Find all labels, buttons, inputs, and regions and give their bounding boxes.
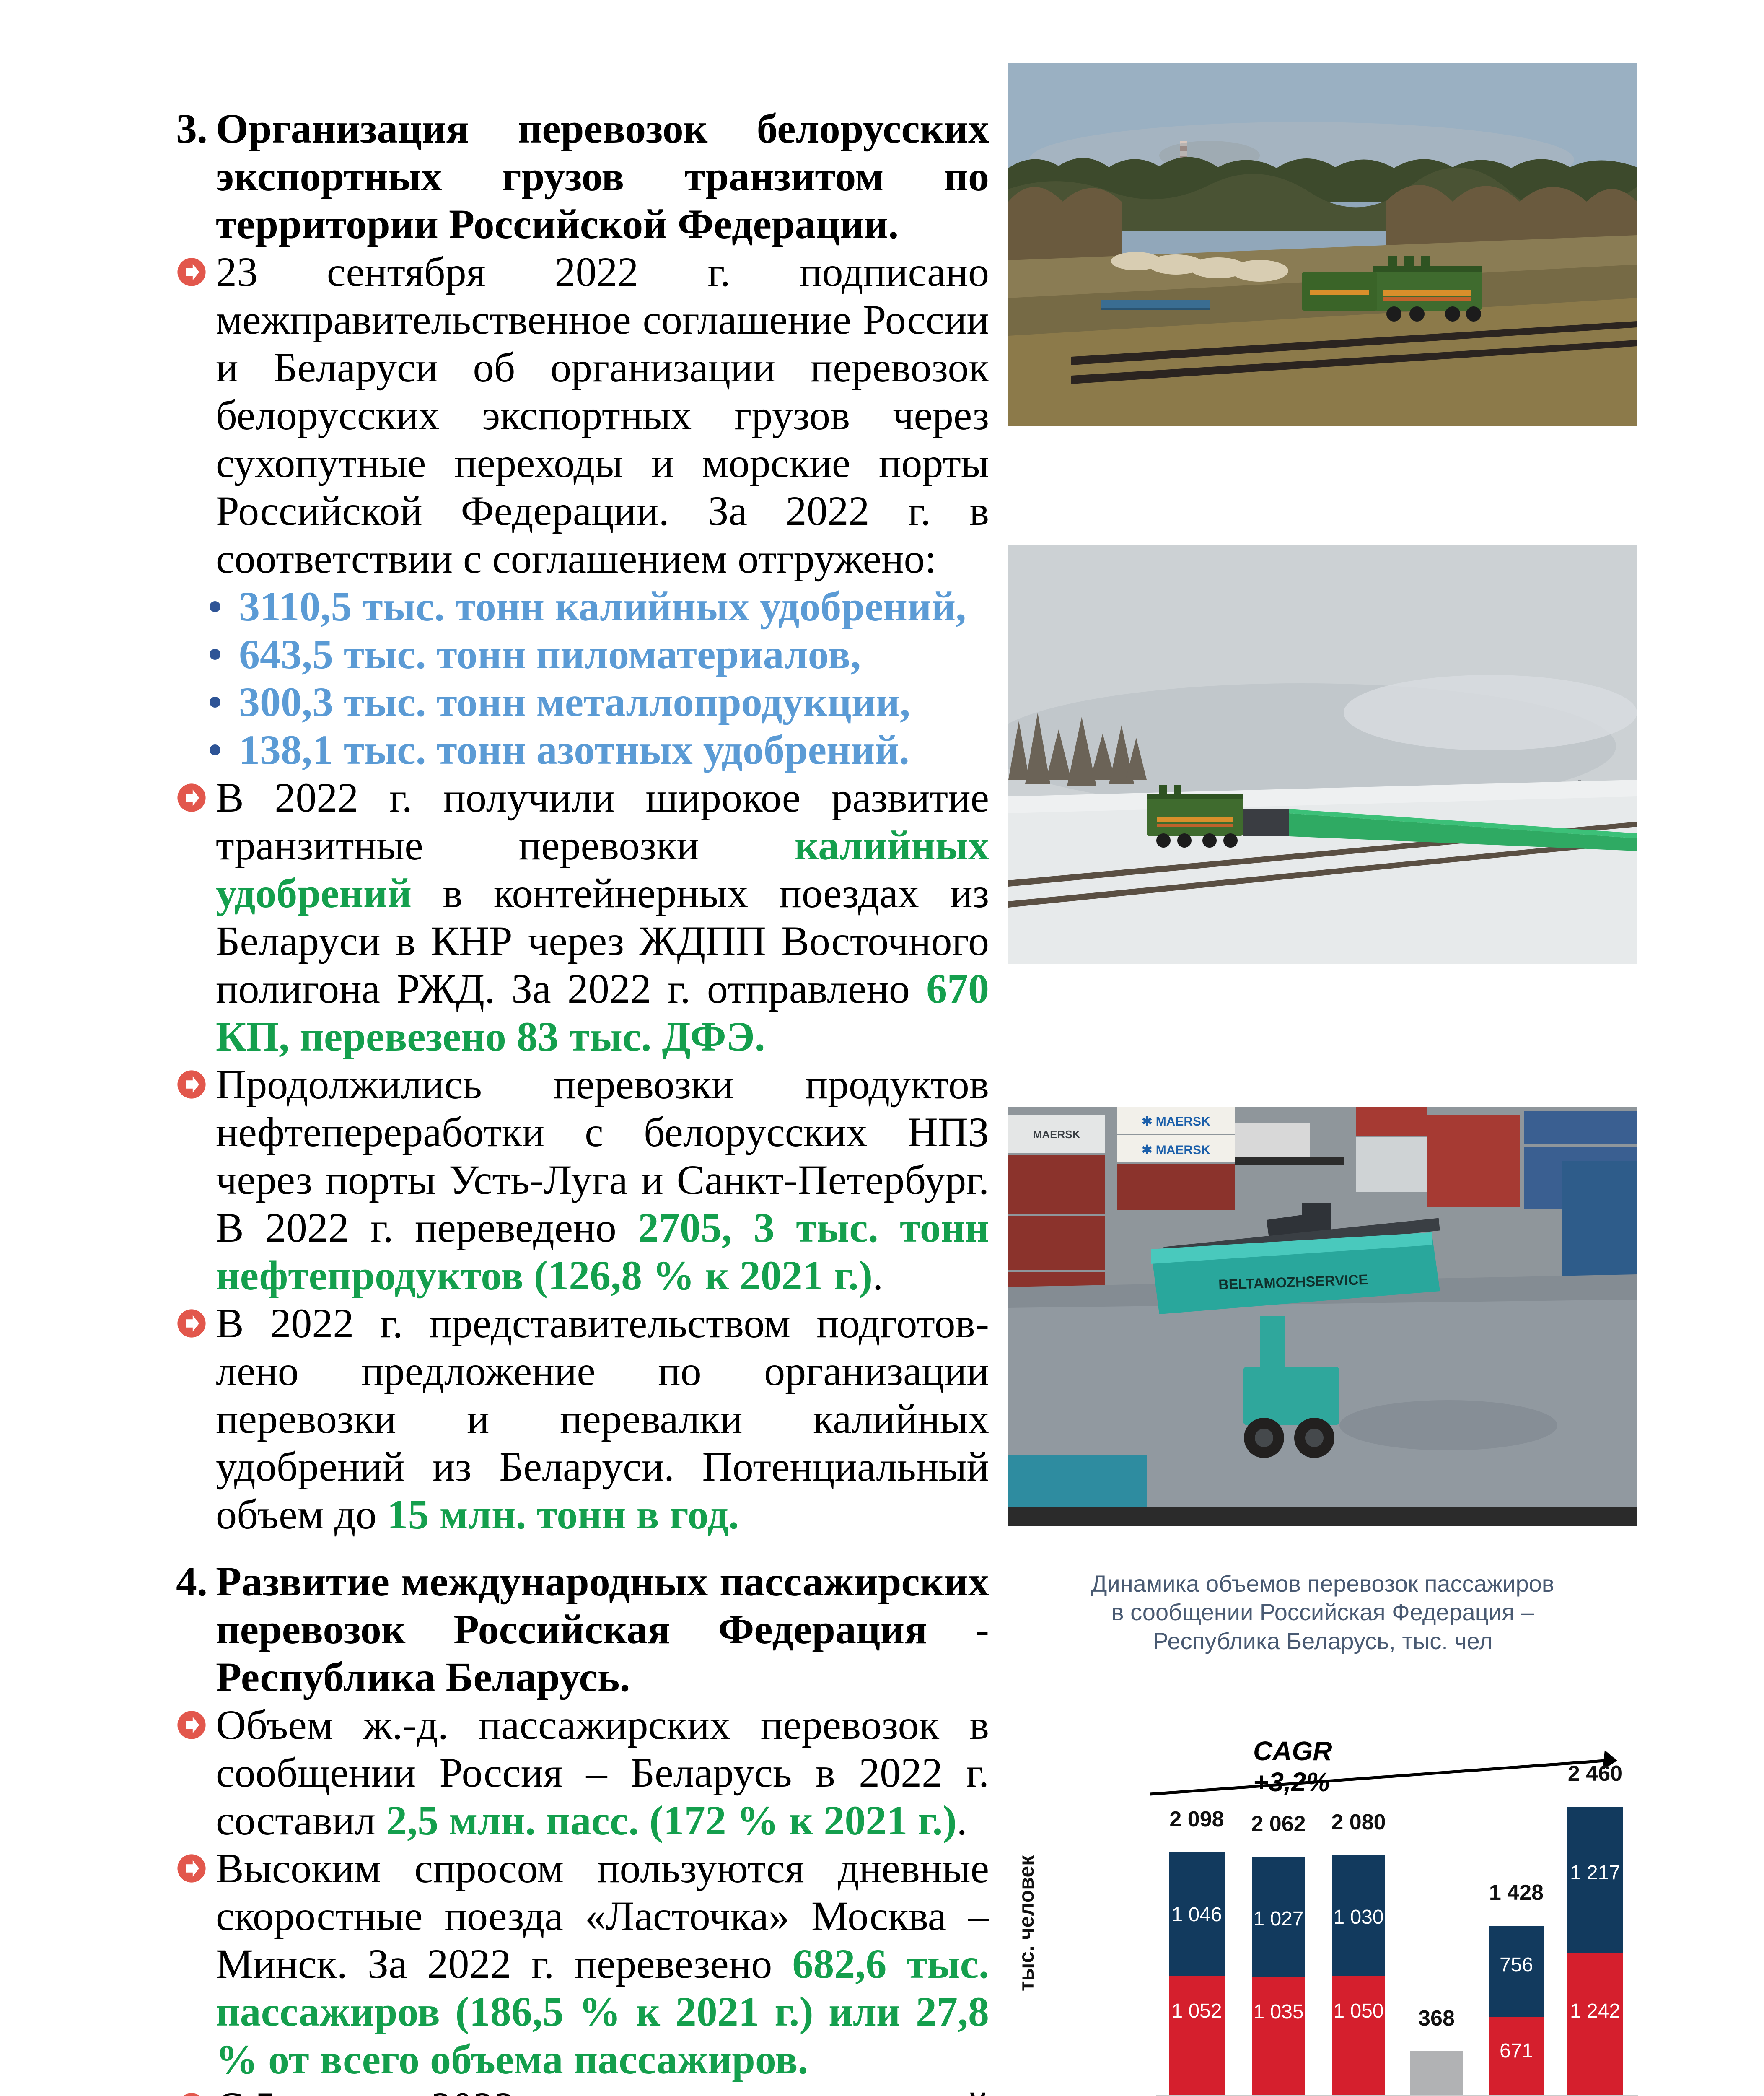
svg-text:✱ MAERSK: ✱ MAERSK <box>1142 1143 1210 1157</box>
svg-text:✱ MAERSK: ✱ MAERSK <box>1142 1115 1210 1128</box>
svg-text:MAERSK: MAERSK <box>1033 1128 1080 1141</box>
